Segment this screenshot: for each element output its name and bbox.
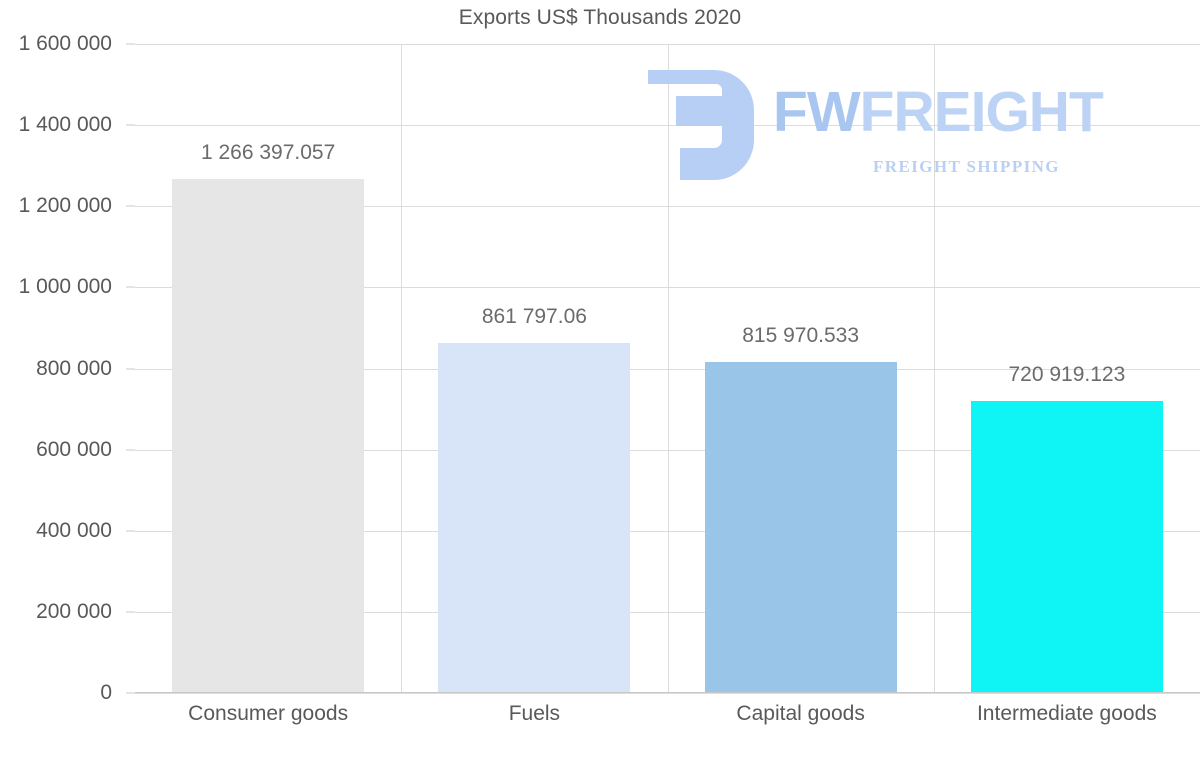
chart-title: Exports US$ Thousands 2020	[458, 6, 742, 29]
y-axis-tick-label: 1 600 000	[18, 32, 112, 55]
bar-value-label: 1 266 397.057	[200, 141, 336, 165]
y-axis-tick-label: 600 000	[36, 437, 112, 461]
x-axis-tick-label: Capital goods	[736, 702, 865, 725]
bar[interactable]	[970, 400, 1163, 693]
y-tick-mark	[126, 124, 135, 126]
y-tick-mark	[126, 530, 135, 532]
gridline	[135, 44, 1200, 45]
y-tick-mark	[126, 205, 135, 207]
category-separator	[668, 44, 669, 693]
gridline	[135, 206, 1200, 208]
gridline	[135, 368, 1200, 370]
y-tick-mark	[126, 692, 135, 694]
y-axis-tick-label: 0	[100, 681, 112, 704]
gridline	[135, 530, 1200, 532]
x-axis-tick-label: Intermediate goods	[976, 702, 1157, 725]
x-axis-tick-label: Consumer goods	[188, 702, 349, 725]
y-tick-mark	[126, 286, 135, 288]
gridline	[135, 287, 1200, 289]
bar[interactable]	[438, 343, 631, 693]
plot-area	[135, 44, 1200, 694]
axis-baseline	[135, 692, 1200, 693]
category-separator	[934, 44, 935, 693]
y-tick-mark	[126, 368, 135, 369]
gridline	[135, 693, 1200, 694]
y-axis-tick-label: 1 400 000	[18, 113, 112, 137]
bar-value-label: 861 797.06	[481, 305, 587, 329]
y-tick-mark	[126, 449, 135, 451]
gridline	[135, 611, 1200, 613]
bar-value-label: 815 970.533	[742, 324, 860, 348]
gridline	[135, 449, 1200, 451]
y-axis-tick-label: 1 200 000	[18, 194, 112, 218]
y-tick-mark	[126, 611, 135, 613]
bar-value-label: 720 919.123	[1008, 362, 1126, 386]
category-separator	[401, 44, 402, 693]
y-axis-tick-label: 1 000 000	[18, 275, 112, 299]
bar[interactable]	[704, 362, 897, 693]
y-axis-tick-label: 200 000	[36, 599, 112, 623]
bar[interactable]	[172, 179, 365, 693]
y-axis-tick-label: 800 000	[36, 356, 112, 380]
y-tick-mark	[126, 43, 135, 45]
x-axis-tick-label: Fuels	[508, 702, 561, 725]
y-axis-tick-label: 400 000	[36, 518, 112, 542]
